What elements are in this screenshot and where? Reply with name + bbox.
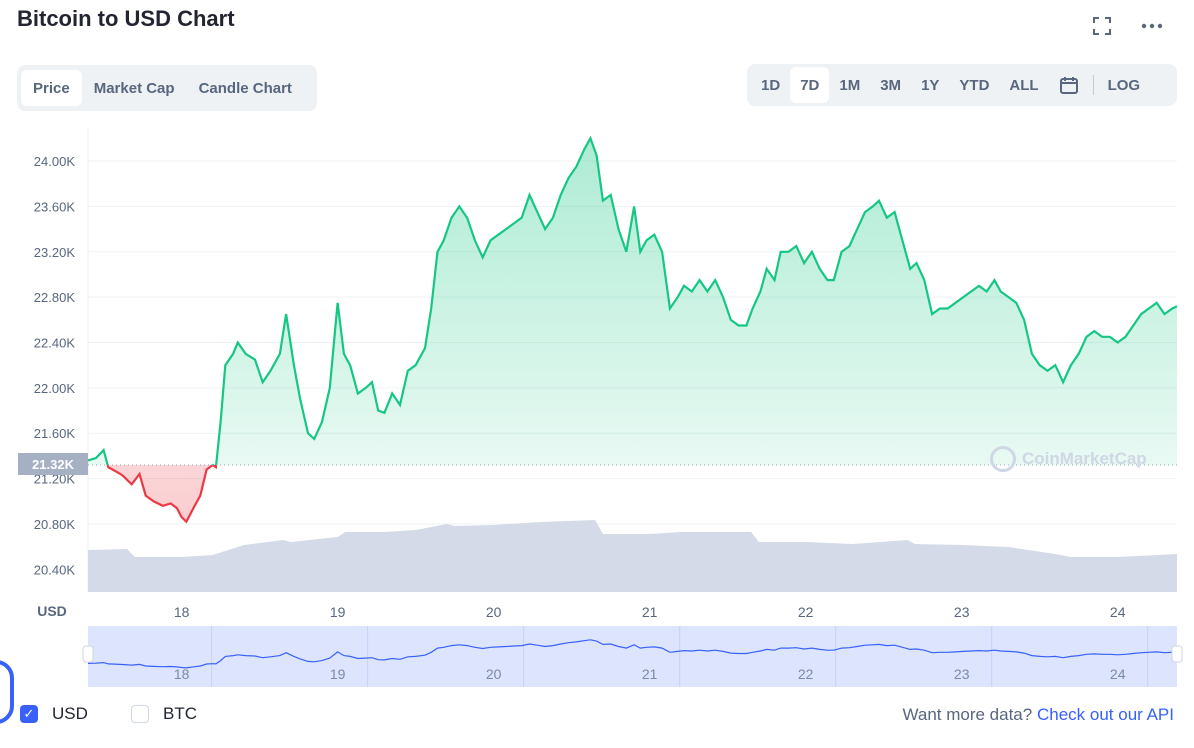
- watermark-logo-icon: [990, 446, 1016, 472]
- y-tick-label: 20.40K: [34, 562, 76, 577]
- range-all[interactable]: ALL: [1009, 76, 1039, 94]
- legend-btc-label: BTC: [163, 704, 197, 723]
- y-tick-label: 21.20K: [34, 472, 76, 487]
- navigator-tick-label: 23: [954, 666, 970, 682]
- x-tick-label: 21: [642, 604, 658, 620]
- y-tick-label: 24.00K: [34, 154, 76, 169]
- navigator-handle[interactable]: [1171, 645, 1183, 663]
- fullscreen-icon[interactable]: [1088, 12, 1116, 40]
- price-area-down: [88, 464, 1177, 522]
- range-divider: [1092, 75, 1094, 95]
- btc-checkbox[interactable]: [131, 705, 149, 723]
- price-chart[interactable]: 20.40K 20.80K 21.20K 21.60K 22.00K 22.40K 22.8…: [0, 120, 1194, 700]
- y-tick-label: 22.00K: [34, 381, 76, 396]
- navigator-line: [87, 639, 1178, 669]
- legend-usd[interactable]: ✓ USD: [20, 704, 88, 724]
- watermark-text: CoinMarketCap: [1022, 449, 1147, 468]
- range-3m[interactable]: 3M: [880, 76, 902, 94]
- api-promo: Want more data? Check out our API: [902, 705, 1174, 725]
- chart-type-tabs: Price Market Cap Candle Chart: [17, 65, 317, 111]
- x-tick-label: 20: [486, 604, 502, 620]
- y-tick-label: 22.40K: [34, 335, 76, 350]
- api-text: Want more data?: [902, 705, 1033, 724]
- calendar-glyph: [1059, 77, 1078, 94]
- x-tick-label: 24: [1110, 604, 1126, 620]
- tab-candle-chart[interactable]: Candle Chart: [198, 79, 292, 97]
- navigator-tick-label: 21: [642, 666, 658, 682]
- navigator-tick-label: 24: [1110, 666, 1126, 682]
- navigator-tick-label: 18: [174, 666, 190, 682]
- api-link[interactable]: Check out our API: [1036, 705, 1174, 724]
- watermark: CoinMarketCap: [990, 446, 1147, 472]
- x-tick-label: 19: [330, 604, 346, 620]
- range-ytd[interactable]: YTD: [959, 76, 990, 94]
- usd-checkbox[interactable]: ✓: [20, 705, 38, 723]
- tab-market-cap[interactable]: Market Cap: [93, 79, 175, 97]
- calendar-icon[interactable]: [1049, 67, 1089, 103]
- navigator-bg: [88, 626, 1177, 687]
- navigator-tick-label: 20: [486, 666, 502, 682]
- y-tick-label: 20.80K: [34, 517, 76, 532]
- y-tick-label: 22.80K: [34, 290, 76, 305]
- volume-area: [88, 520, 1177, 592]
- y-tick-label: 23.20K: [34, 245, 76, 260]
- legend-btc[interactable]: BTC: [131, 704, 197, 724]
- navigator-tick-label: 22: [798, 666, 814, 682]
- x-tick-label: 18: [174, 604, 190, 620]
- more-dots: [1141, 23, 1163, 29]
- current-price-tag: 21.32K: [18, 453, 88, 475]
- log-toggle[interactable]: LOG: [1107, 76, 1141, 94]
- legend-usd-label: USD: [52, 704, 88, 723]
- range-1d[interactable]: 1D: [761, 76, 781, 94]
- range-1y[interactable]: 1Y: [921, 76, 940, 94]
- side-widget-icon[interactable]: [0, 660, 14, 724]
- navigator-handle[interactable]: [82, 645, 94, 663]
- y-tick-label: 23.60K: [34, 199, 76, 214]
- price-area-up: [88, 138, 1177, 465]
- more-icon[interactable]: [1138, 12, 1166, 40]
- x-tick-label: 23: [954, 604, 970, 620]
- page-title: Bitcoin to USD Chart: [17, 6, 235, 31]
- tab-price[interactable]: Price: [21, 70, 82, 106]
- price-line-up: [87, 135, 1178, 465]
- range-1m[interactable]: 1M: [839, 76, 861, 94]
- fullscreen-glyph: [1093, 17, 1111, 35]
- x-tick-label: 22: [798, 604, 814, 620]
- currency-label: USD: [37, 603, 67, 619]
- navigator-tick-label: 19: [330, 666, 346, 682]
- time-range-selector: 1D 7D 1M 3M 1Y YTD ALL LOG: [747, 64, 1177, 106]
- y-tick-label: 21.60K: [34, 426, 76, 441]
- range-7d[interactable]: 7D: [790, 67, 830, 103]
